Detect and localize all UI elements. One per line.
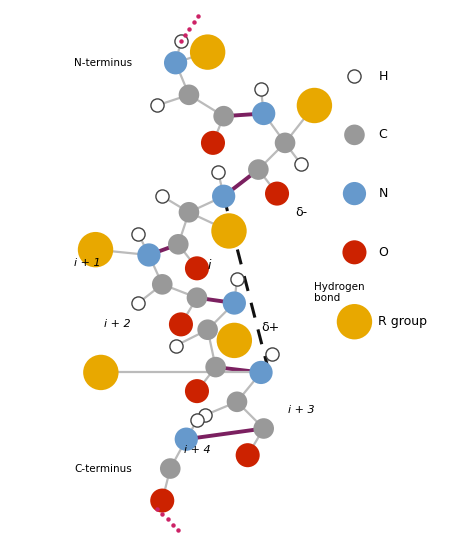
Point [273, 189, 281, 198]
Point [204, 325, 211, 334]
Point [193, 264, 201, 273]
Point [172, 341, 179, 350]
Point [351, 189, 358, 198]
Point [225, 227, 233, 235]
Point [158, 280, 166, 289]
Point [310, 101, 318, 110]
Point [230, 336, 238, 345]
Point [220, 112, 228, 120]
Point [193, 293, 201, 302]
Text: Hydrogen
bond: Hydrogen bond [314, 281, 365, 303]
Point [174, 240, 182, 249]
Point [351, 72, 358, 80]
Point [153, 101, 161, 110]
Point [212, 363, 219, 371]
Point [209, 139, 217, 147]
Text: i + 3: i + 3 [288, 405, 314, 415]
Point [351, 131, 358, 139]
Point [255, 165, 262, 174]
Point [351, 318, 358, 326]
Point [158, 192, 166, 201]
Text: N-terminus: N-terminus [74, 58, 132, 68]
Point [185, 91, 193, 99]
Point [351, 248, 358, 257]
Point [233, 397, 241, 406]
Text: H: H [378, 69, 388, 82]
Point [177, 37, 185, 46]
Point [145, 250, 153, 259]
Text: i + 1: i + 1 [74, 258, 101, 268]
Point [185, 208, 193, 217]
Point [281, 139, 289, 147]
Point [215, 168, 222, 177]
Point [92, 246, 100, 254]
Text: i: i [208, 259, 211, 272]
Point [260, 109, 267, 118]
Point [257, 85, 265, 94]
Point [193, 387, 201, 396]
Point [204, 48, 211, 56]
Point [201, 411, 209, 420]
Point [182, 435, 190, 443]
Point [233, 275, 241, 283]
Point [193, 416, 201, 425]
Point [158, 496, 166, 505]
Point [268, 350, 275, 358]
Point [257, 368, 265, 377]
Point [166, 464, 174, 473]
Point [172, 59, 179, 67]
Point [177, 320, 185, 329]
Text: C: C [378, 128, 387, 141]
Point [220, 192, 228, 201]
Text: C-terminus: C-terminus [74, 463, 132, 474]
Text: δ-: δ- [296, 206, 308, 219]
Point [135, 229, 142, 238]
Text: i + 2: i + 2 [103, 319, 130, 330]
Point [97, 368, 105, 377]
Text: N: N [378, 187, 388, 200]
Point [244, 451, 252, 460]
Text: O: O [378, 246, 388, 259]
Point [297, 160, 305, 169]
Text: δ+: δ+ [261, 320, 279, 333]
Point [135, 299, 142, 307]
Text: i + 4: i + 4 [183, 445, 210, 455]
Point [260, 424, 267, 433]
Point [230, 299, 238, 307]
Text: R group: R group [378, 315, 428, 328]
